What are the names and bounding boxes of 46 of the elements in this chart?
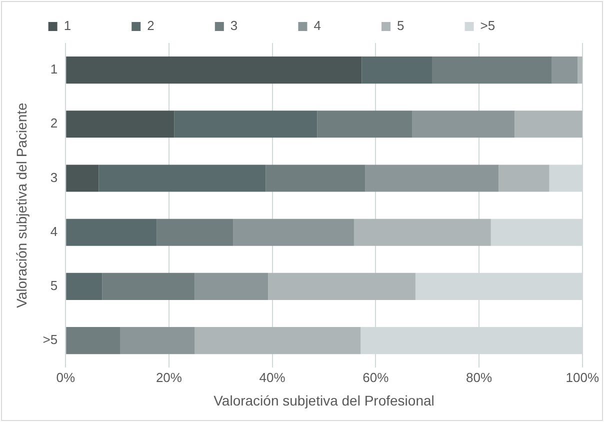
- bar: [66, 327, 120, 354]
- bar: [432, 56, 552, 84]
- bar: [66, 164, 99, 192]
- x-tick-label: 20%: [156, 370, 182, 385]
- bar: [233, 218, 354, 246]
- bar: [66, 272, 102, 300]
- legend-label: 3: [230, 18, 288, 34]
- bar: [98, 164, 266, 192]
- x-tick-label: 40%: [259, 370, 286, 385]
- x-tick-label: 100%: [566, 370, 600, 385]
- bar: [174, 110, 318, 138]
- bar: [266, 164, 366, 192]
- bar: [268, 272, 416, 300]
- x-axis-title: Valoración subjetiva del Profesional: [214, 392, 434, 408]
- y-axis-title: Valoración subjetiva del Paciente: [13, 102, 30, 308]
- bar: [552, 56, 578, 84]
- y-tick-label: 2: [50, 116, 58, 131]
- bar: [578, 56, 582, 84]
- bar: [317, 110, 412, 138]
- x-tick-label: 0%: [56, 370, 76, 385]
- legend-label: 4: [314, 18, 372, 34]
- bar: [156, 218, 234, 246]
- legend-label: 5: [397, 18, 455, 34]
- bar: [194, 272, 268, 300]
- bar: [362, 56, 432, 84]
- x-tick-label: 60%: [362, 370, 390, 385]
- bar: [120, 327, 195, 354]
- y-tick-label: 3: [50, 170, 58, 185]
- legend-label: >5: [480, 18, 546, 34]
- y-tick-label: 4: [50, 224, 58, 239]
- bar: [66, 218, 157, 246]
- y-tick-label: 1: [50, 62, 58, 77]
- bar: [365, 164, 499, 192]
- legend-label: 1: [64, 18, 122, 34]
- bar: [66, 56, 362, 84]
- bar: [66, 110, 174, 138]
- x-tick-label: 80%: [466, 370, 492, 385]
- bar: [412, 110, 515, 138]
- bar: [514, 110, 582, 138]
- y-tick-label: 5: [50, 278, 58, 294]
- bar: [102, 272, 195, 300]
- legend-label: 2: [147, 18, 205, 34]
- bar: [498, 164, 550, 192]
- y-tick-label: >5: [42, 332, 58, 348]
- bar: [354, 218, 491, 246]
- bar: [194, 327, 361, 354]
